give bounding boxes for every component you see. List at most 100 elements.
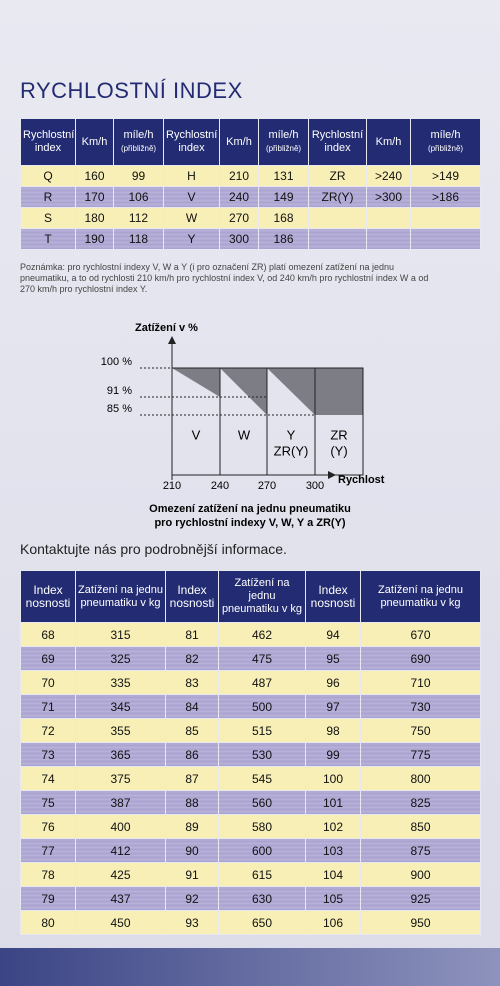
table-row: 71 345 84 500 97 730: [20, 694, 481, 719]
header-cell: Zatížení na jednu pneumatiku v kg: [218, 570, 306, 623]
cell: 71: [20, 694, 76, 719]
header-cell: míle/h (přibližně): [258, 118, 309, 166]
cell: 91: [165, 862, 219, 887]
cell: 450: [75, 910, 166, 935]
diagram-text: Y: [287, 427, 296, 442]
cell: 690: [360, 646, 481, 671]
cell: 387: [75, 790, 166, 815]
cell: 97: [305, 694, 361, 719]
header-text: míle/h: [123, 129, 154, 141]
cell: 74: [20, 766, 76, 791]
cell: 825: [360, 790, 481, 815]
cell: 545: [218, 766, 306, 791]
header-cell: Km/h: [75, 118, 114, 166]
table-row: S 180 112 W 270 168: [20, 207, 481, 229]
cell: >186: [410, 186, 481, 208]
cell: 412: [75, 838, 166, 863]
cell: 462: [218, 622, 306, 647]
table-row: 69 325 82 475 95 690: [20, 646, 481, 671]
cell: 105: [305, 886, 361, 911]
cell: 88: [165, 790, 219, 815]
cell: 87: [165, 766, 219, 791]
cell: V: [163, 186, 220, 208]
header-cell: Rychlostní index: [20, 118, 76, 166]
header-cell: Rychlostní index: [163, 118, 220, 166]
cell: 580: [218, 814, 306, 839]
cell: 92: [165, 886, 219, 911]
load-table: Index nosnosti Zatížení na jednu pneumati…: [20, 570, 481, 935]
cell: 530: [218, 742, 306, 767]
cell: 99: [305, 742, 361, 767]
diagram-text: 300: [306, 480, 324, 492]
cell: 475: [218, 646, 306, 671]
table-row: R 170 106 V 240 149 ZR(Y) >300 >186: [20, 186, 481, 208]
cell: 101: [305, 790, 361, 815]
title: RYCHLOSTNÍ INDEX: [20, 78, 243, 103]
cell: 925: [360, 886, 481, 911]
cell: 730: [360, 694, 481, 719]
cell: 600: [218, 838, 306, 863]
header-text: míle/h: [268, 129, 299, 141]
cell: >240: [366, 165, 411, 187]
cell: 131: [258, 165, 309, 187]
cell: 500: [218, 694, 306, 719]
cell: T: [20, 228, 76, 250]
cell: R: [20, 186, 76, 208]
diagram: Zatížení v % 100 % 91 % 85 % 210 240 270 300 Ryc…: [101, 322, 385, 529]
diagram-text: 91 %: [107, 385, 132, 397]
diagram-text: ZR: [330, 427, 347, 442]
table-row: 74 375 87 545 100 800: [20, 766, 481, 791]
cell: 103: [305, 838, 361, 863]
cell: 81: [165, 622, 219, 647]
empty-cell: [308, 207, 367, 229]
cell: Y: [163, 228, 220, 250]
table-row: 70 335 83 487 96 710: [20, 670, 481, 695]
cell: S: [20, 207, 76, 229]
diagram-text: Rychlost: [338, 474, 385, 486]
cell: 850: [360, 814, 481, 839]
header-cell: Km/h: [366, 118, 411, 166]
header-cell: Km/h: [219, 118, 259, 166]
table-row: 76 400 89 580 102 850: [20, 814, 481, 839]
cell: 325: [75, 646, 166, 671]
cell: 515: [218, 718, 306, 743]
cell: 75: [20, 790, 76, 815]
cell: 84: [165, 694, 219, 719]
empty-cell: [366, 207, 411, 229]
cell: 90: [165, 838, 219, 863]
cell: 99: [113, 165, 164, 187]
cell: 650: [218, 910, 306, 935]
cell: 102: [305, 814, 361, 839]
cell: 100: [305, 766, 361, 791]
cell: 149: [258, 186, 309, 208]
cell: 180: [75, 207, 114, 229]
header-cell: Index nosnosti: [305, 570, 361, 623]
header-cell: Rychlostní index: [308, 118, 367, 166]
cell: 98: [305, 718, 361, 743]
cell: 69: [20, 646, 76, 671]
empty-cell: [410, 207, 481, 229]
diagram-text: 240: [211, 480, 229, 492]
cell: 560: [218, 790, 306, 815]
table-row: Q 160 99 H 210 131 ZR >240 >149: [20, 165, 481, 187]
diagram-text: pro rychlostní indexy V, W, Y a ZR(Y): [154, 517, 345, 529]
cell: 437: [75, 886, 166, 911]
cell: 300: [219, 228, 259, 250]
header-cell: míle/h (přibližně): [410, 118, 481, 166]
header-row: Rychlostní index Km/h míle/h (přibližně) Ryc…: [20, 118, 481, 166]
table-row: 73 365 86 530 99 775: [20, 742, 481, 767]
diagram-text: (Y): [330, 443, 347, 458]
cell: 190: [75, 228, 114, 250]
table-row: 80 450 93 650 106 950: [20, 910, 481, 935]
cell: 70: [20, 670, 76, 695]
header-text: Km/h: [81, 135, 108, 148]
header-text: Rychlostní index: [166, 129, 218, 154]
header-text: Km/h: [226, 135, 252, 148]
header-cell: Zatížení na jednu pneumatiku v kg: [75, 570, 166, 623]
header-cell: Zatížení na jednu pneumatiku v kg: [360, 570, 481, 623]
diagram-text: 85 %: [107, 403, 132, 415]
table-row: 75 387 88 560 101 825: [20, 790, 481, 815]
cell: ZR(Y): [308, 186, 367, 208]
cell: 168: [258, 207, 309, 229]
table-row: 79 437 92 630 105 925: [20, 886, 481, 911]
